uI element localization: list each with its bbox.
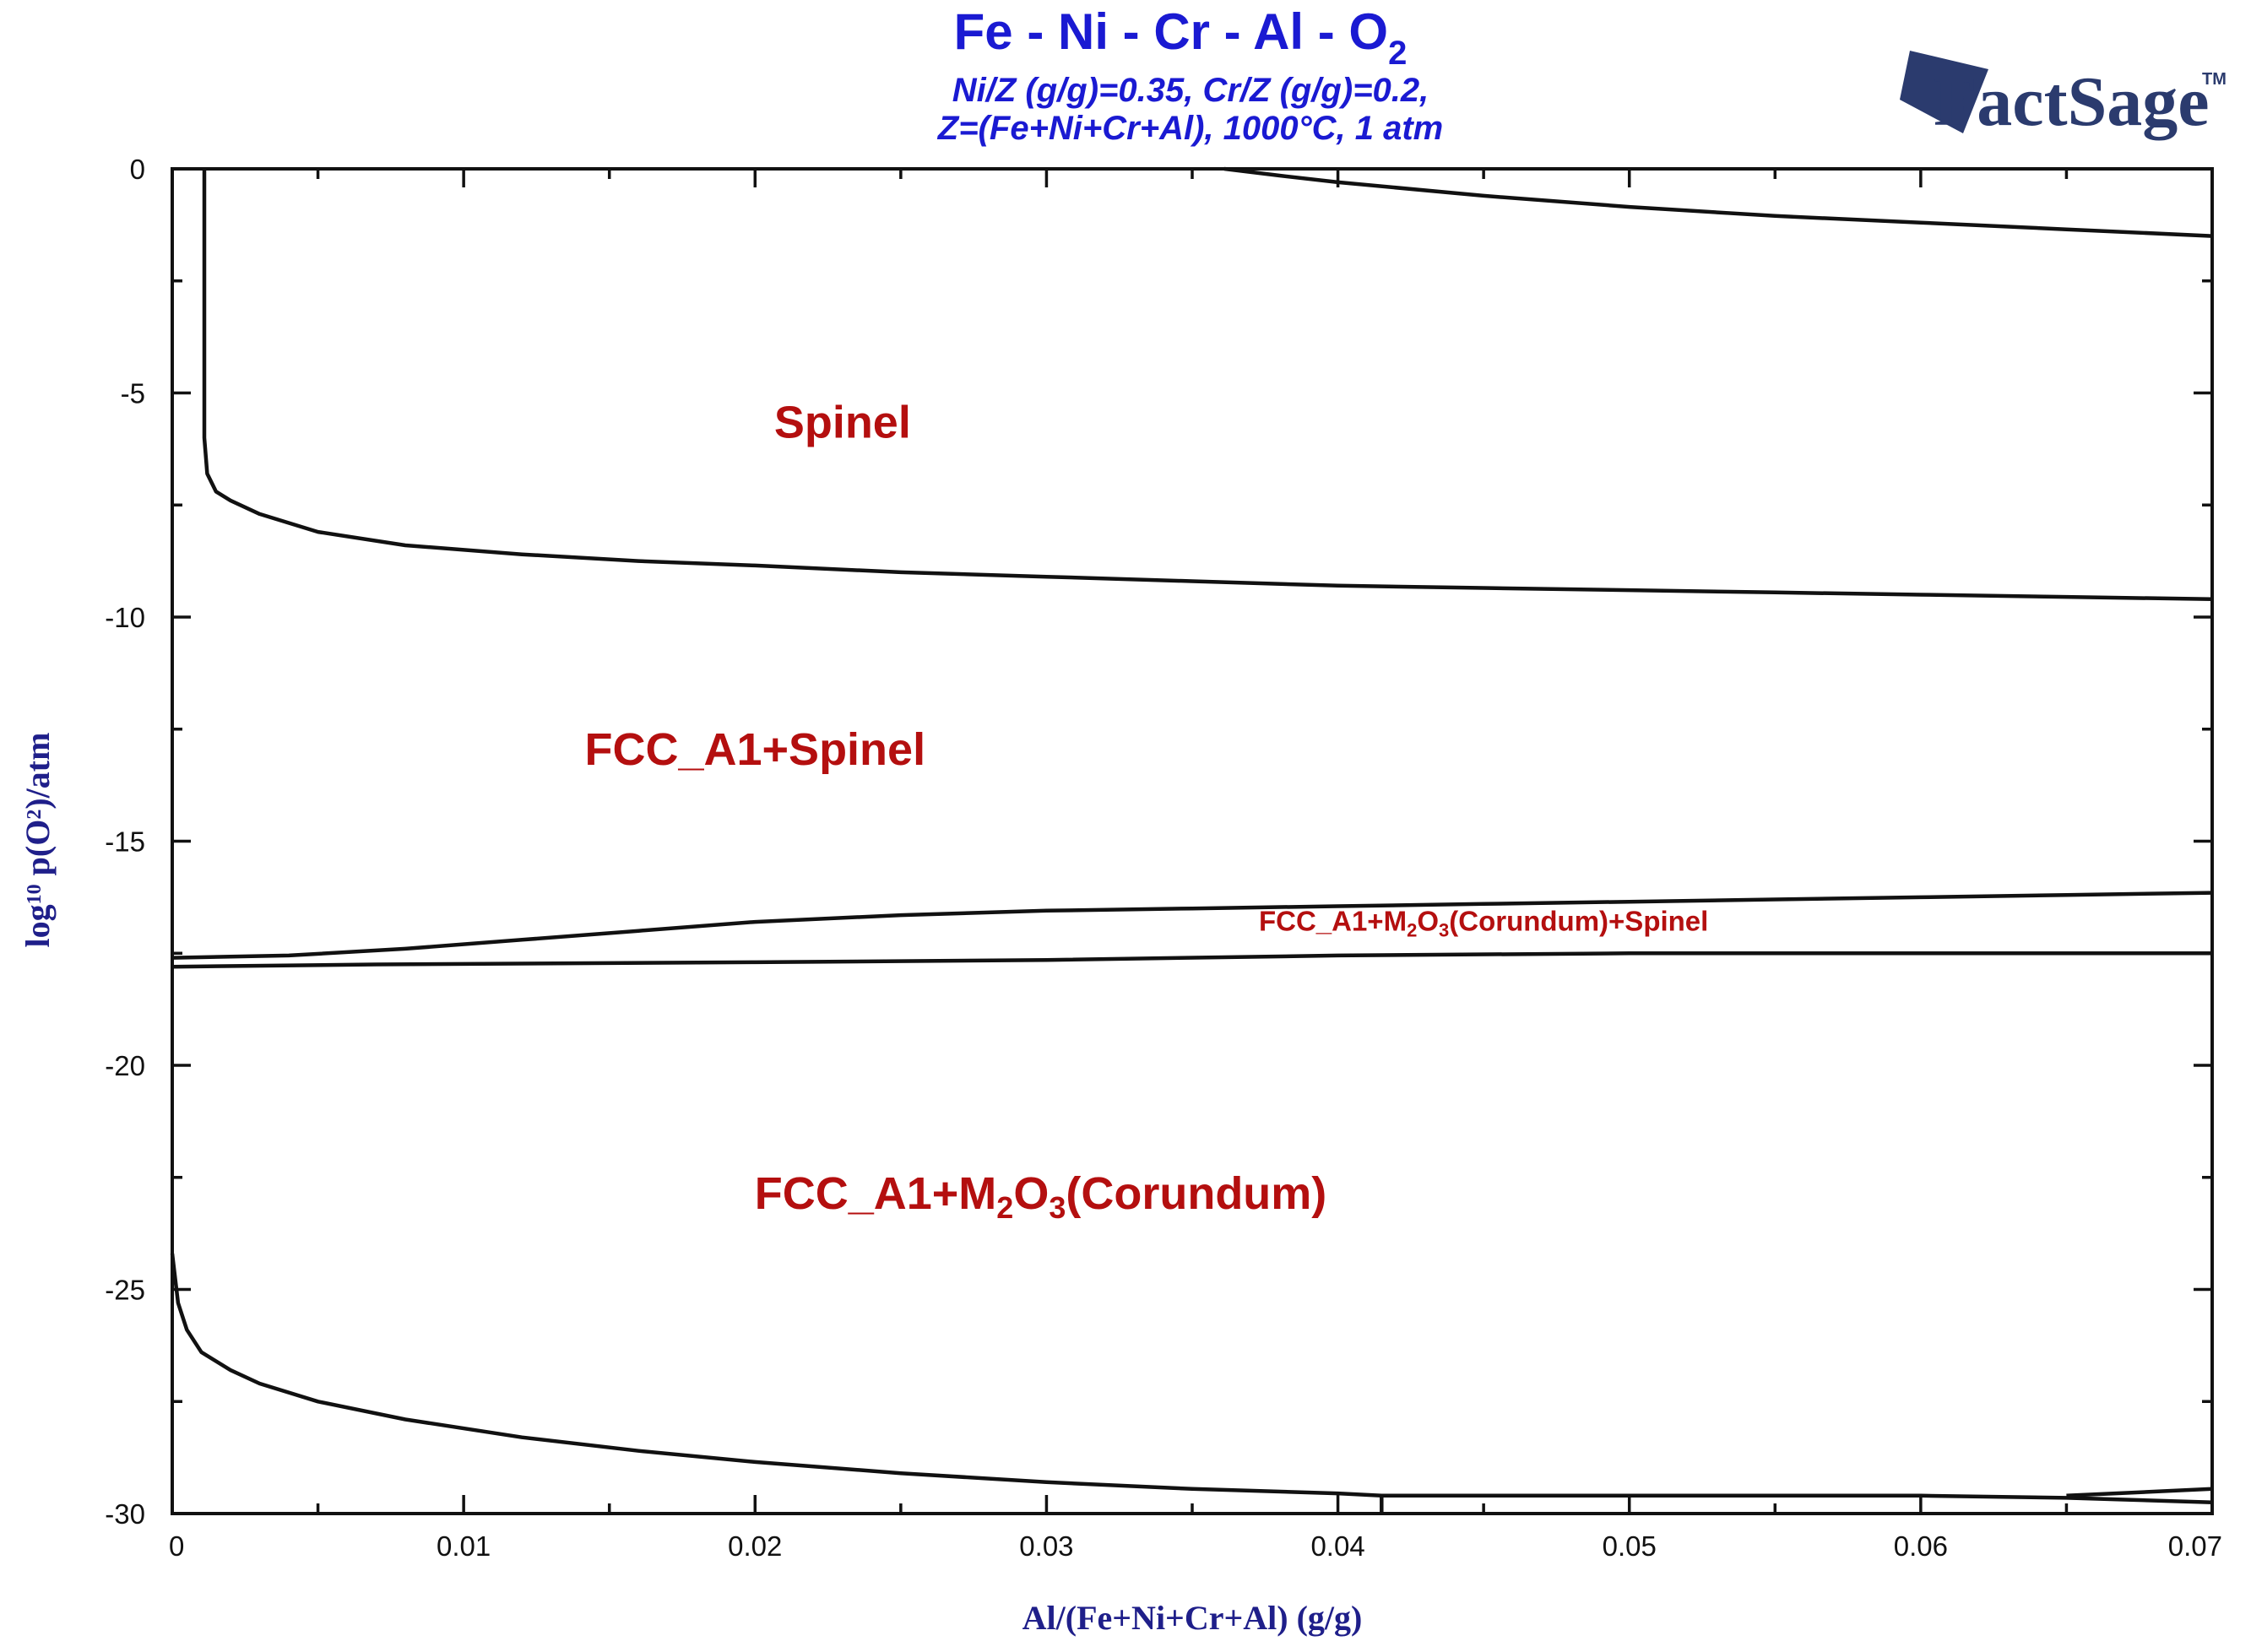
fcc-spinel-lower-boundary-line bbox=[171, 891, 2213, 960]
chart-subtitle-line1: Ni/Z (g/g)=0.35, Cr/Z (g/g)=0.2, bbox=[952, 72, 1429, 109]
y-axis-label-atm: )/atm bbox=[19, 733, 57, 810]
x-tick-label: 0.04 bbox=[1310, 1530, 1364, 1562]
y-tick-label: -10 bbox=[105, 602, 145, 633]
y-tick-label: -25 bbox=[105, 1275, 145, 1306]
y-tick-label: -30 bbox=[105, 1498, 145, 1530]
y-tick-label: -15 bbox=[105, 826, 145, 858]
y-tick-label: 0 bbox=[130, 154, 145, 185]
y-axis-label: log10 p(O2)/atm bbox=[19, 733, 57, 948]
chart-title: Fe - Ni - Cr - Al - O2 bbox=[954, 3, 1408, 72]
x-tick-label: 0.03 bbox=[1019, 1530, 1073, 1562]
x-tick-label: 0.07 bbox=[2168, 1530, 2222, 1562]
region-label-fcc-spinel: FCC_A1+Spinel bbox=[584, 724, 925, 775]
factsage-logo: FactSage TM bbox=[1900, 51, 2227, 141]
region-label-fcc-corundum-spinel: FCC_A1+M2O3(Corundum)+Spinel bbox=[1259, 906, 1708, 941]
y-axis-label-10: 10 bbox=[24, 884, 46, 904]
x-axis-label: Al/(Fe+Ni+Cr+Al) (g/g) bbox=[1022, 1599, 1363, 1637]
y-tick-label: -20 bbox=[105, 1050, 145, 1081]
region-labels: Spinel FCC_A1+Spinel FCC_A1+M2O3(Corundum)… bbox=[584, 398, 1708, 1225]
plot-frame bbox=[171, 167, 2214, 1515]
region-label-fcc-corundum: FCC_A1+M2O3(Corundum) bbox=[755, 1168, 1327, 1225]
x-tick-label: 0.06 bbox=[1894, 1530, 1948, 1562]
chart-subtitle-line2: Z=(Fe+Ni+Cr+Al), 1000°C, 1 atm bbox=[937, 110, 1443, 147]
x-tick-label: 0.05 bbox=[1603, 1530, 1657, 1562]
y-axis-tick-labels: 0 -5 -10 -15 -20 -25 -30 bbox=[105, 154, 145, 1530]
x-axis-ticks bbox=[171, 169, 2214, 1514]
region-label-spinel: Spinel bbox=[774, 398, 911, 448]
y-tick-label: -5 bbox=[121, 378, 145, 409]
x-tick-label: 0.01 bbox=[437, 1530, 491, 1562]
phase-boundaries bbox=[170, 166, 2213, 1514]
corundum-lower-boundary-line bbox=[170, 1253, 2213, 1504]
spinel-lower-boundary-line bbox=[202, 169, 2213, 602]
y-axis-ticks bbox=[172, 167, 2212, 1515]
x-tick-label: 0 bbox=[169, 1530, 184, 1562]
y-axis-label-p: p(O bbox=[19, 820, 57, 885]
y-axis-label-2: 2 bbox=[24, 810, 46, 820]
x-tick-label: 0.02 bbox=[728, 1530, 782, 1562]
logo-tm: TM bbox=[2202, 70, 2227, 89]
logo-diamond-icon bbox=[1900, 51, 1988, 133]
corundum-spinel-lower-boundary-line bbox=[171, 951, 2212, 969]
chart-title-main: Fe - Ni - Cr - Al - O bbox=[954, 3, 1388, 60]
upper-boundary-line bbox=[1223, 166, 2213, 238]
logo-text: FactSage bbox=[1934, 62, 2210, 141]
chart-title-subscript: 2 bbox=[1388, 35, 1407, 72]
corundum-lower-boundary-branch-line bbox=[2066, 1487, 2213, 1498]
y-axis-label-log: log bbox=[19, 904, 57, 947]
x-axis-tick-labels: 0 0.01 0.02 0.03 0.04 0.05 0.06 0.07 bbox=[169, 1530, 2222, 1562]
